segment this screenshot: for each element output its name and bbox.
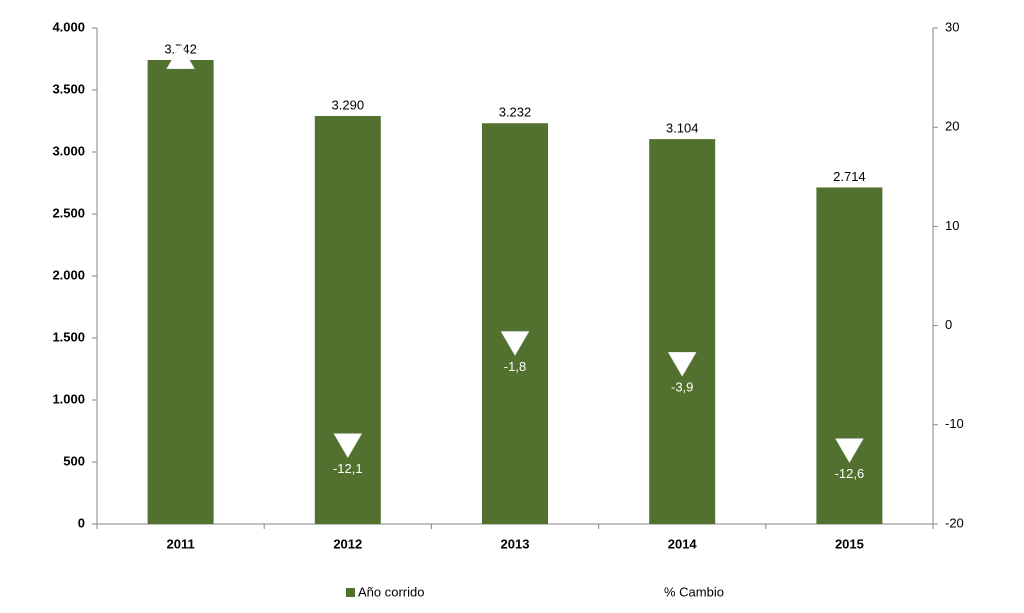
change-label: -1,8: [504, 359, 526, 374]
value-label: 3.290: [332, 97, 365, 112]
x-tick-label: 2015: [835, 536, 864, 551]
legend-label: % Cambio: [664, 584, 724, 599]
y-tick-label: 500: [63, 453, 85, 468]
y-tick-label: 2.000: [52, 267, 85, 282]
value-label: 3.232: [499, 105, 532, 120]
change-marker: [333, 433, 363, 459]
y-tick-label: 4.000: [52, 19, 85, 34]
y2-tick-label: -20: [945, 515, 964, 530]
x-tick-label: 2012: [333, 536, 362, 551]
change-label: -12,6: [835, 466, 865, 481]
bar: [482, 123, 548, 525]
legend-swatch: [652, 588, 661, 597]
y2-tick-label: 10: [945, 218, 959, 233]
y-tick-label: 1.500: [52, 329, 85, 344]
x-tick-label: 2014: [668, 536, 698, 551]
change-label: -3,9: [671, 380, 693, 395]
value-label: 3.104: [666, 121, 699, 136]
y-tick-label: 0: [78, 515, 85, 530]
bar: [816, 187, 883, 525]
x-tick-label: 2013: [501, 536, 530, 551]
bar: [147, 59, 214, 524]
change-marker: [500, 331, 530, 356]
change-marker: [667, 352, 697, 377]
x-tick-label: 2011: [166, 536, 194, 551]
y-tick-label: 3.000: [52, 143, 85, 158]
y-tick-label: 1.000: [52, 391, 85, 406]
change-marker: [834, 438, 864, 464]
y2-tick-label: 0: [945, 317, 952, 332]
y-tick-label: 3.500: [52, 81, 85, 96]
change-label: 27,1: [168, 24, 193, 39]
bar: [649, 139, 716, 524]
y2-tick-label: 30: [945, 19, 959, 34]
value-label: 2.714: [833, 169, 866, 184]
legend-label: Año corrido: [358, 584, 424, 599]
change-label: -12,1: [333, 461, 363, 476]
y2-tick-label: 20: [945, 119, 959, 134]
y-tick-label: 2.500: [52, 205, 85, 220]
change-marker: [166, 44, 196, 70]
y2-tick-label: -10: [945, 416, 964, 431]
legend-swatch: [346, 588, 355, 597]
